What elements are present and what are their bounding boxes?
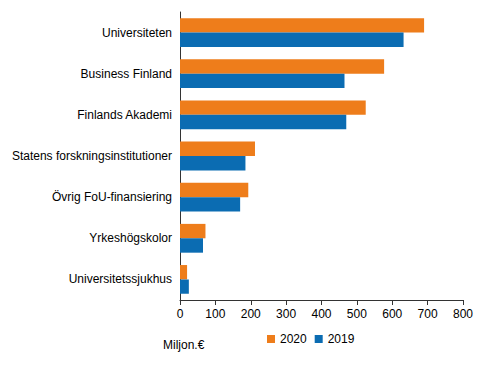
svg-text:2020: 2020 [280,332,307,346]
svg-text:300: 300 [276,307,296,321]
svg-text:100: 100 [205,307,225,321]
svg-text:Finlands Akademi: Finlands Akademi [77,108,172,122]
svg-text:Business Finland: Business Finland [81,67,172,81]
svg-text:500: 500 [347,307,367,321]
svg-text:400: 400 [311,307,331,321]
svg-text:0: 0 [177,307,184,321]
svg-text:Miljon.€: Miljon.€ [163,338,205,352]
svg-text:Universiteten: Universiteten [102,26,172,40]
svg-text:Yrkeshögskolor: Yrkeshögskolor [89,231,172,245]
svg-text:Statens forskningsinstitutione: Statens forskningsinstitutioner [12,149,172,163]
svg-text:2019: 2019 [328,332,355,346]
svg-text:700: 700 [418,307,438,321]
svg-text:600: 600 [382,307,402,321]
svg-text:Universitetssjukhus: Universitetssjukhus [69,272,172,286]
svg-text:800: 800 [453,307,473,321]
svg-text:Övrig FoU-finansiering: Övrig FoU-finansiering [52,190,172,204]
svg-text:200: 200 [241,307,261,321]
